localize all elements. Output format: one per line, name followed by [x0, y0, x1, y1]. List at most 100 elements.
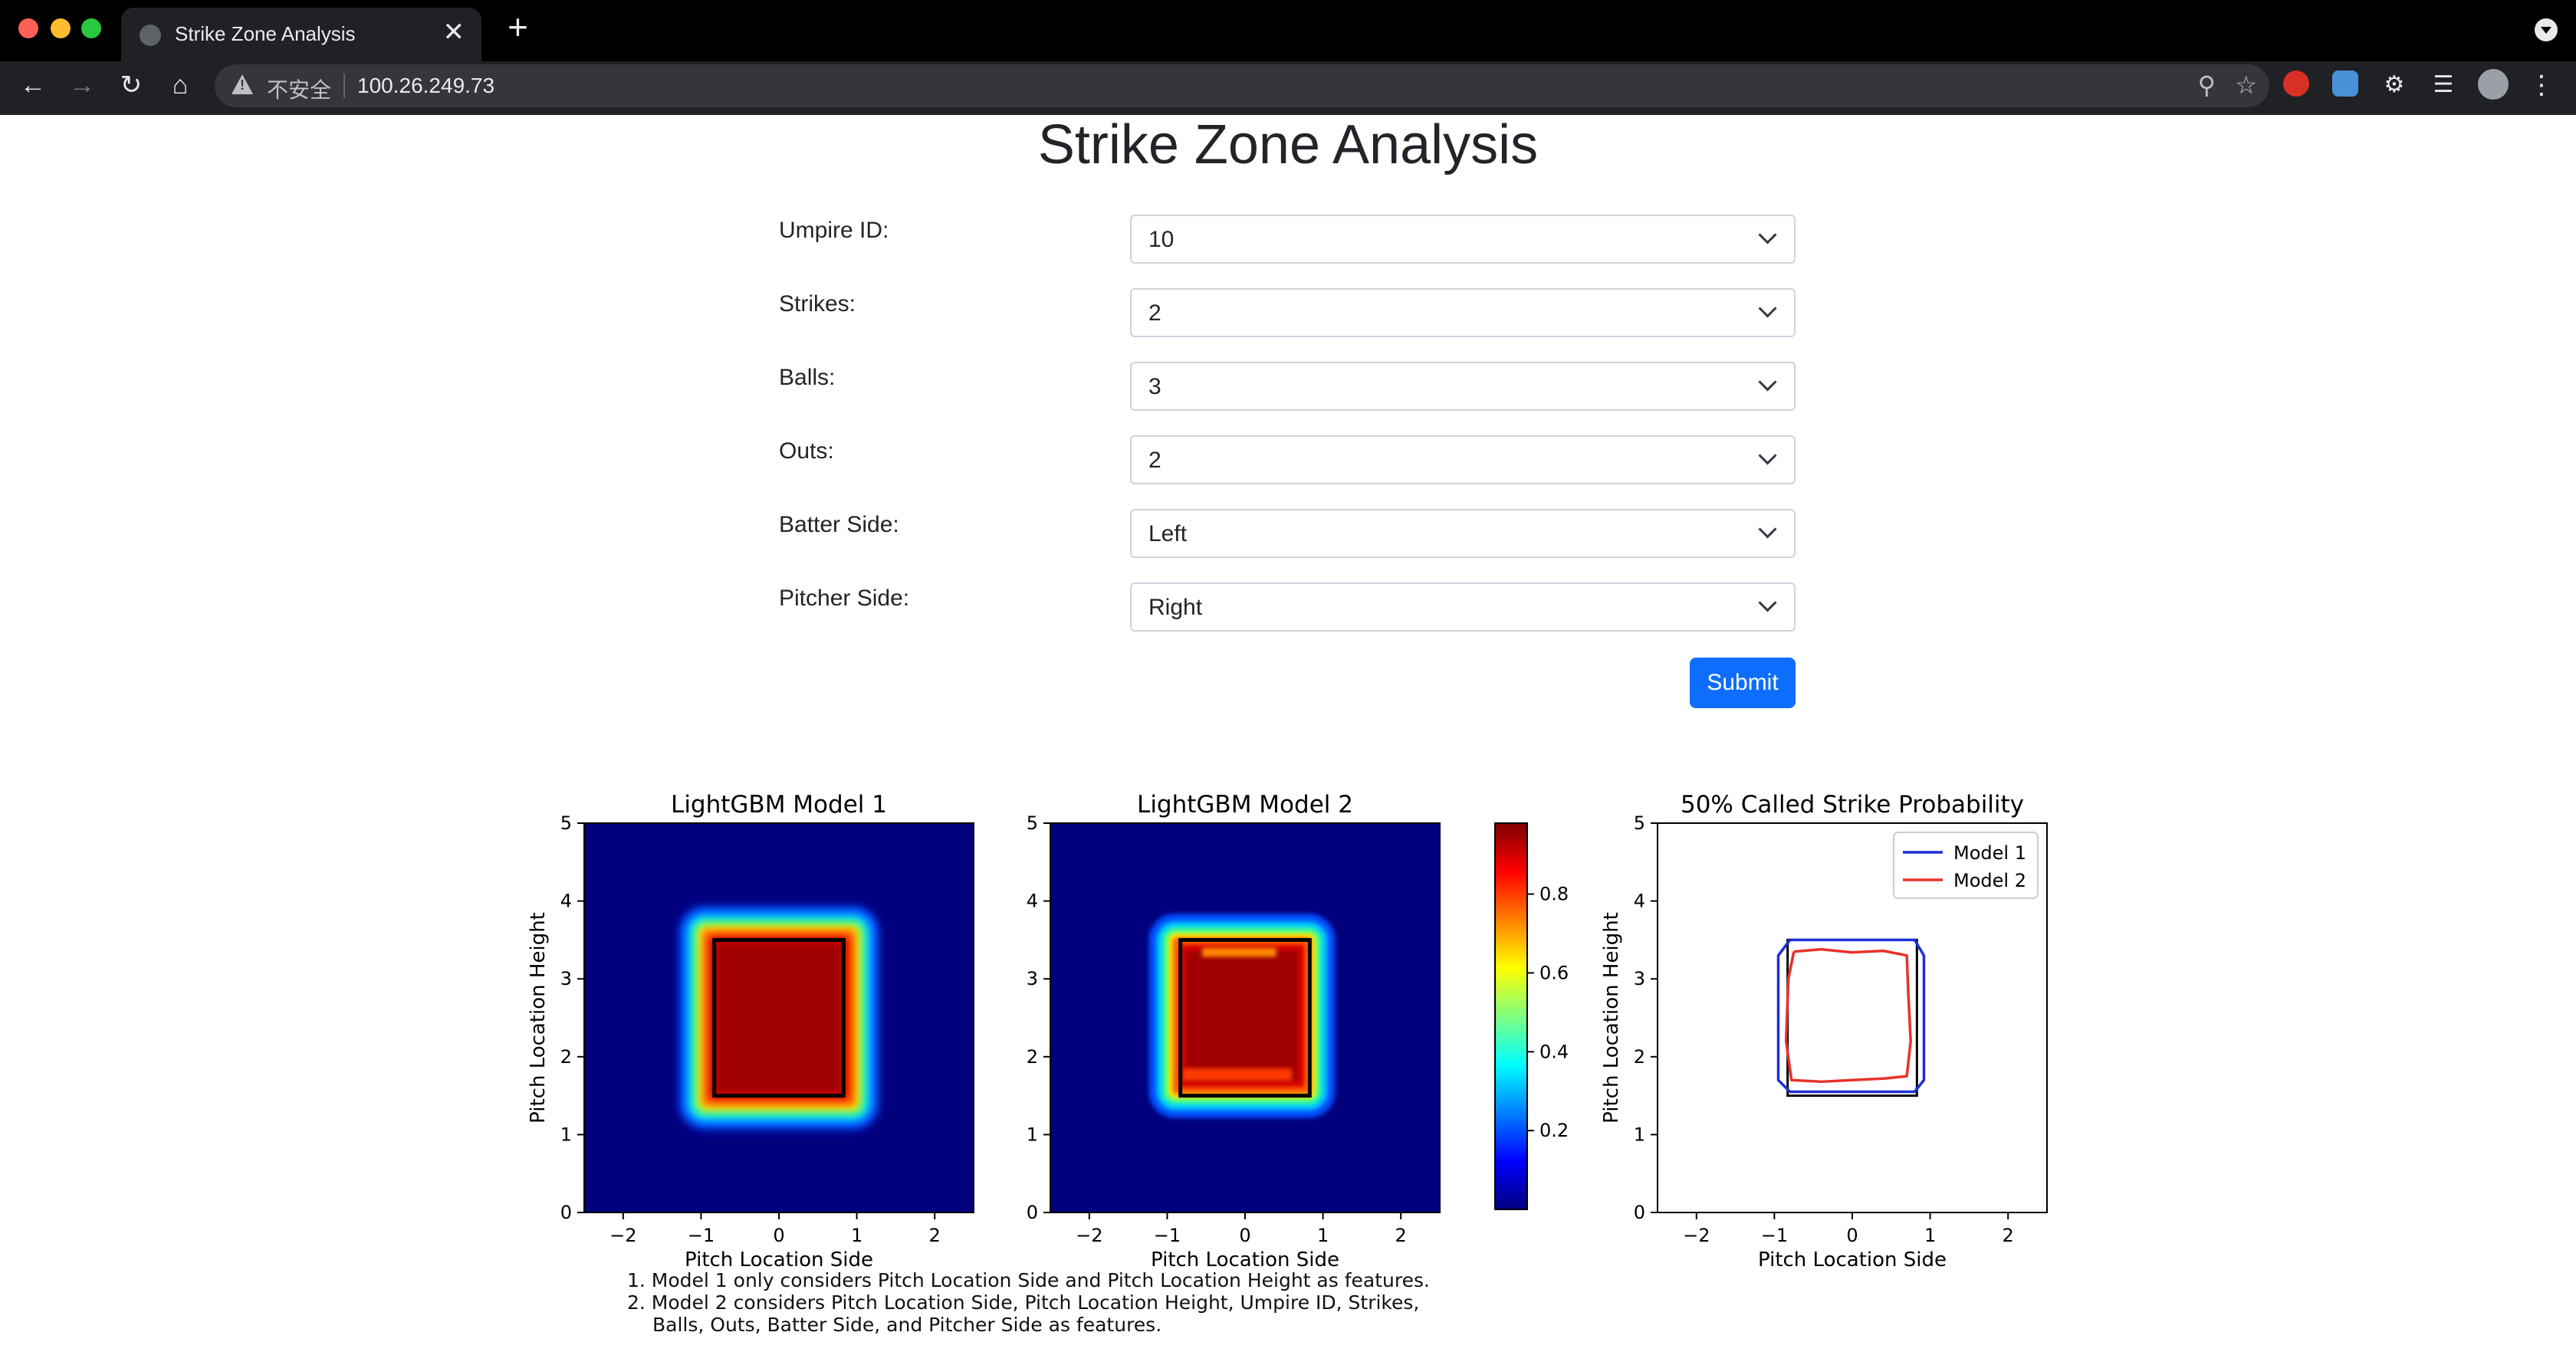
- y-tick-label: 2: [1634, 1046, 1645, 1068]
- insecure-label[interactable]: 不安全: [267, 78, 332, 102]
- close-tab-icon[interactable]: ✕: [442, 18, 465, 47]
- footnotes: 1. Model 1 only considers Pitch Location…: [627, 1269, 1430, 1336]
- umpire-id-select[interactable]: 10: [1130, 215, 1796, 264]
- bookmark-star-icon[interactable]: ☆: [2235, 71, 2257, 99]
- address-bar[interactable]: 不安全 100.26.249.73 ⚲ ☆: [215, 64, 2269, 107]
- more-menu-icon[interactable]: ⋮: [2528, 71, 2555, 100]
- contour-line-model-2: [1784, 947, 1912, 1084]
- pitcher-side-label: Pitcher Side:: [779, 586, 910, 611]
- x-tick-label: 0: [1239, 1225, 1250, 1246]
- y-tick-label: 1: [560, 1124, 572, 1145]
- puzzle-extensions-icon[interactable]: ⚙: [2384, 72, 2405, 97]
- colorbar-tick-label: 0.4: [1539, 1041, 1569, 1062]
- x-tick-label: 2: [929, 1225, 941, 1246]
- chevron-down-icon: [1758, 520, 1777, 539]
- x-tick-label: 1: [1317, 1225, 1329, 1246]
- batter-side-select[interactable]: Left: [1130, 509, 1796, 558]
- heatmap-streak: [1182, 1068, 1292, 1081]
- tab-search-icon[interactable]: [2535, 18, 2558, 41]
- chevron-down-icon: [1758, 372, 1777, 392]
- x-tick-label: −1: [1154, 1225, 1181, 1246]
- close-window-button[interactable]: [18, 18, 38, 38]
- globe-icon: [140, 25, 161, 46]
- home-icon[interactable]: ⌂: [172, 71, 189, 100]
- adblock-extension-icon[interactable]: [2283, 71, 2309, 97]
- heatmap-streak: [1202, 947, 1276, 957]
- strike-zone-box: [712, 937, 846, 1098]
- x-tick-label: 1: [1924, 1225, 1936, 1246]
- maximize-window-button[interactable]: [81, 18, 101, 38]
- strike-zone-box: [1178, 937, 1312, 1098]
- x-tick-label: 2: [2003, 1225, 2014, 1246]
- warning-icon: [232, 74, 253, 94]
- outs-select[interactable]: 2: [1130, 435, 1796, 484]
- colorbar-tick-label: 0.8: [1539, 884, 1569, 905]
- url-text[interactable]: 100.26.249.73: [357, 74, 495, 97]
- reading-list-icon[interactable]: ☰: [2433, 72, 2454, 97]
- y-tick-label: 4: [1027, 891, 1038, 912]
- reload-icon[interactable]: ↻: [120, 71, 143, 100]
- new-tab-button[interactable]: +: [508, 7, 528, 47]
- zoom-icon[interactable]: ⚲: [2197, 71, 2216, 99]
- browser-chrome: Strike Zone Analysis ✕ + ← → ↻ ⌂ 不安全 100…: [0, 0, 2576, 115]
- minimize-window-button[interactable]: [51, 18, 71, 38]
- heatmap-layer-6: [1185, 950, 1299, 1081]
- strikes-label: Strikes:: [779, 291, 856, 317]
- colorbar-tick-label: 0.2: [1539, 1120, 1569, 1141]
- x-tick-label: 1: [851, 1225, 863, 1246]
- y-tick-label: 0: [1027, 1202, 1038, 1223]
- y-tick-label: 0: [1634, 1202, 1645, 1223]
- y-tick-label: 1: [1634, 1124, 1645, 1145]
- x-axis-label: Pitch Location Side: [685, 1249, 873, 1271]
- footnote-2-continued: Balls, Outs, Batter Side, and Pitcher Si…: [652, 1314, 1162, 1336]
- balls-select[interactable]: 3: [1130, 362, 1796, 411]
- tab-title: Strike Zone Analysis: [175, 22, 356, 45]
- x-tick-label: −2: [1076, 1225, 1102, 1246]
- active-tab[interactable]: Strike Zone Analysis ✕: [121, 8, 481, 61]
- avatar[interactable]: [2478, 69, 2509, 100]
- y-tick-label: 3: [1634, 968, 1645, 989]
- chevron-down-icon: [1758, 446, 1777, 465]
- pitcher-side-value: Right: [1148, 595, 1203, 620]
- y-tick-label: 3: [1027, 968, 1038, 989]
- strikes-value: 2: [1148, 300, 1162, 326]
- x-tick-label: 0: [1846, 1225, 1858, 1246]
- x-tick-label: 0: [773, 1225, 784, 1246]
- x-tick-label: −2: [1683, 1225, 1710, 1246]
- y-axis-label: Pitch Location Height: [527, 912, 550, 1124]
- colorbar-tick-label: 0.6: [1539, 962, 1569, 983]
- chart-title: LightGBM Model 2: [1137, 791, 1353, 819]
- contour-line-model-1: [1776, 938, 1926, 1094]
- umpire-id-label: Umpire ID:: [779, 218, 889, 243]
- chevron-down-icon: [1758, 299, 1777, 318]
- y-tick-label: 1: [1027, 1124, 1038, 1145]
- y-tick-label: 2: [560, 1046, 572, 1068]
- footnote-2: 2. Model 2 considers Pitch Location Side…: [627, 1291, 1420, 1314]
- y-tick-label: 4: [560, 891, 572, 912]
- chevron-down-icon: [1758, 593, 1777, 612]
- submit-button[interactable]: Submit: [1690, 658, 1796, 708]
- x-tick-label: −1: [688, 1225, 715, 1246]
- divider: [343, 74, 345, 98]
- heatmap-layer-6: [715, 943, 843, 1093]
- strikes-select[interactable]: 2: [1130, 288, 1796, 337]
- batter-side-value: Left: [1148, 521, 1188, 546]
- x-tick-label: −2: [610, 1225, 636, 1246]
- forward-icon[interactable]: →: [69, 71, 95, 100]
- batter-side-label: Batter Side:: [779, 512, 899, 537]
- chart-title: LightGBM Model 1: [671, 791, 887, 819]
- legend-label: Model 1: [1953, 842, 2026, 864]
- y-tick-label: 4: [1634, 891, 1645, 912]
- y-tick-label: 2: [1027, 1046, 1038, 1068]
- back-icon[interactable]: ←: [20, 71, 46, 100]
- heatmap-cells: [1148, 914, 1336, 1118]
- x-tick-label: 2: [1395, 1225, 1407, 1246]
- umpire-id-value: 10: [1148, 227, 1175, 252]
- y-tick-label: 5: [1634, 812, 1645, 834]
- legend-label: Model 2: [1953, 870, 2026, 891]
- pitcher-side-select[interactable]: Right: [1130, 582, 1796, 632]
- page-title: Strike Zone Analysis: [1037, 114, 1539, 176]
- extension-icon[interactable]: [2332, 71, 2358, 97]
- x-axis-label: Pitch Location Side: [1758, 1249, 1947, 1271]
- y-tick-label: 0: [560, 1202, 572, 1223]
